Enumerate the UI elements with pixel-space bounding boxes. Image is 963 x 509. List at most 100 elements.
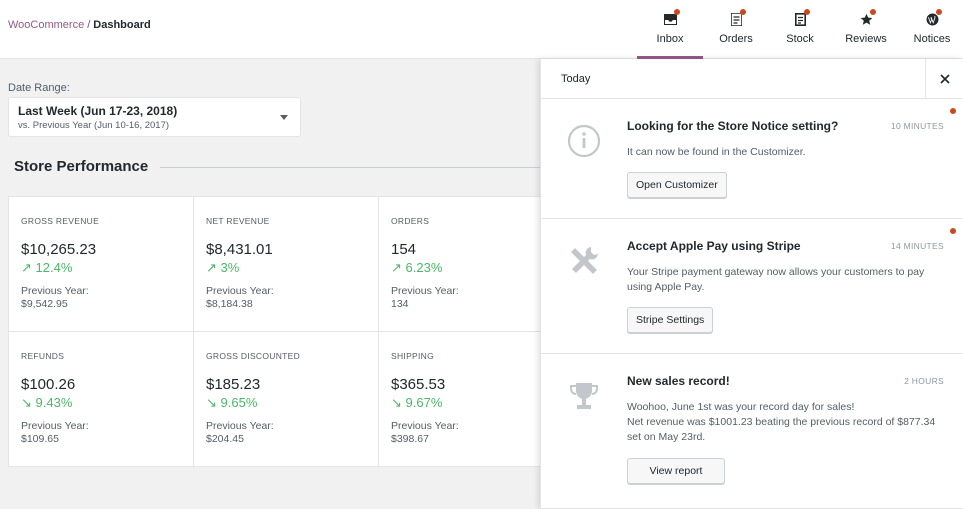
stat-value: $185.23 xyxy=(206,376,261,393)
wordpress-icon xyxy=(924,9,942,27)
activity-card-title: Accept Apple Pay using Stripe xyxy=(627,239,801,253)
stat-label: GROSS REVENUE xyxy=(21,216,100,226)
stat-label: GROSS DISCOUNTED xyxy=(206,351,301,361)
close-panel-button[interactable] xyxy=(925,59,963,99)
trend-down-icon: ↘ xyxy=(21,395,36,410)
stat-shipping[interactable]: SHIPPING $365.53 ↘ 9.67% Previous Year: … xyxy=(379,332,569,467)
stock-unread-badge xyxy=(804,9,810,15)
tab-orders[interactable]: Orders xyxy=(703,0,769,59)
stat-delta: ↗ 6.23% xyxy=(391,260,557,276)
open-customizer-button[interactable]: Open Customizer xyxy=(627,172,727,198)
activity-card-time: 10 MINUTES xyxy=(890,121,944,131)
section-title: Store Performance xyxy=(14,158,149,175)
unread-indicator xyxy=(950,108,956,114)
tab-notices[interactable]: Notices xyxy=(901,0,963,59)
stat-label: SHIPPING xyxy=(391,351,435,361)
breadcrumb-separator: / xyxy=(87,19,91,31)
stat-previous-label: Previous Year: xyxy=(391,420,459,432)
star-icon xyxy=(858,9,876,27)
stat-orders[interactable]: ORDERS 154 ↗ 6.23% Previous Year: 134 xyxy=(379,197,569,332)
trend-up-icon: ↗ xyxy=(391,260,406,275)
activity-panel: Today Looking for the Store Notice setti… xyxy=(540,59,963,509)
stat-previous-value: $8,184.38 xyxy=(206,298,253,310)
reviews-unread-badge xyxy=(870,9,876,15)
date-range-dropdown[interactable]: Last Week (Jun 17-23, 2018) vs. Previous… xyxy=(8,97,301,137)
close-icon xyxy=(939,74,950,84)
stat-previous-label: Previous Year: xyxy=(206,285,274,297)
stat-previous-value: $398.67 xyxy=(391,433,429,445)
stat-refunds[interactable]: REFUNDS $100.26 ↘ 9.43% Previous Year: $… xyxy=(9,332,194,467)
activity-card-sales-record: New sales record! 2 HOURS Woohoo, June 1… xyxy=(541,354,963,509)
stat-value: $8,431.01 xyxy=(206,241,273,258)
tab-notices-label: Notices xyxy=(913,33,951,45)
trophy-icon xyxy=(566,378,602,414)
date-range-comparison: vs. Previous Year (Jun 10-16, 2017) xyxy=(18,120,170,131)
activity-card-time: 2 HOURS xyxy=(904,376,944,386)
stat-delta: ↗ 3% xyxy=(206,260,366,276)
performance-grid: GROSS REVENUE $10,265.23 ↗ 12.4% Previou… xyxy=(8,196,569,467)
stat-previous-label: Previous Year: xyxy=(391,285,459,297)
tab-orders-label: Orders xyxy=(719,33,753,45)
activity-card-apple-pay: Accept Apple Pay using Stripe 14 MINUTES… xyxy=(541,219,963,354)
stat-net-revenue[interactable]: NET REVENUE $8,431.01 ↗ 3% Previous Year… xyxy=(194,197,379,332)
tab-stock-label: Stock xyxy=(786,33,814,45)
stat-delta-value: 12.4% xyxy=(35,260,73,275)
activity-card-body-line: Net revenue was $1001.23 beating the pre… xyxy=(627,416,936,443)
stat-value: $365.53 xyxy=(391,376,446,393)
activity-panel-header: Today xyxy=(541,59,963,99)
stat-previous-label: Previous Year: xyxy=(21,420,89,432)
activity-card-title: New sales record! xyxy=(627,374,730,388)
tab-reviews[interactable]: Reviews xyxy=(831,0,901,59)
activity-card-body-line: Woohoo, June 1st was your record day for… xyxy=(627,401,855,413)
info-icon xyxy=(566,123,602,159)
unread-indicator xyxy=(950,228,956,234)
stat-delta: ↘ 9.65% xyxy=(206,395,366,411)
stat-delta: ↘ 9.43% xyxy=(21,395,181,411)
orders-unread-badge xyxy=(740,9,746,15)
trend-down-icon: ↘ xyxy=(391,395,406,410)
tab-reviews-label: Reviews xyxy=(845,33,887,45)
stat-gross-revenue[interactable]: GROSS REVENUE $10,265.23 ↗ 12.4% Previou… xyxy=(9,197,194,332)
activity-card-store-notice: Looking for the Store Notice setting? 10… xyxy=(541,99,963,219)
tab-stock[interactable]: Stock xyxy=(769,0,831,59)
stripe-settings-button[interactable]: Stripe Settings xyxy=(627,307,714,333)
stat-previous-value: $9,542.95 xyxy=(21,298,68,310)
inbox-icon xyxy=(662,9,680,27)
stat-label: NET REVENUE xyxy=(206,216,270,226)
section-divider xyxy=(160,167,540,168)
stat-gross-discounted[interactable]: GROSS DISCOUNTED $185.23 ↘ 9.65% Previou… xyxy=(194,332,379,467)
activity-card-title: Looking for the Store Notice setting? xyxy=(627,119,839,133)
stat-delta-value: 3% xyxy=(220,260,240,275)
stat-value: $10,265.23 xyxy=(21,241,97,258)
activity-card-body: Woohoo, June 1st was your record day for… xyxy=(627,400,945,445)
stat-delta: ↘ 9.67% xyxy=(391,395,557,411)
view-report-button[interactable]: View report xyxy=(627,458,725,484)
date-range-primary: Last Week (Jun 17-23, 2018) xyxy=(18,104,178,118)
stat-delta-value: 9.67% xyxy=(405,395,443,410)
orders-icon xyxy=(728,9,746,27)
stat-label: REFUNDS xyxy=(21,351,65,361)
activity-card-body: It can now be found in the Customizer. xyxy=(627,146,806,158)
stat-value: 154 xyxy=(391,241,417,258)
stat-previous-value: $204.45 xyxy=(206,433,244,445)
stat-delta: ↗ 12.4% xyxy=(21,260,181,276)
trend-up-icon: ↗ xyxy=(206,260,221,275)
date-range-label: Date Range: xyxy=(8,82,70,94)
trend-down-icon: ↘ xyxy=(206,395,221,410)
activity-panel-title: Today xyxy=(561,73,591,85)
stat-value: $100.26 xyxy=(21,376,76,393)
breadcrumb-current: Dashboard xyxy=(93,19,151,31)
breadcrumb: WooCommerce / Dashboard xyxy=(8,19,151,31)
activity-card-body: Your Stripe payment gateway now allows y… xyxy=(627,266,925,293)
breadcrumb-woocommerce-link[interactable]: WooCommerce xyxy=(8,19,85,31)
stat-delta-value: 9.65% xyxy=(220,395,258,410)
stock-icon xyxy=(792,9,810,27)
tab-inbox[interactable]: Inbox xyxy=(637,0,703,59)
stat-previous-label: Previous Year: xyxy=(21,285,89,297)
header-bar: WooCommerce / Dashboard Inbox Orders Stock xyxy=(0,0,963,59)
notices-unread-badge xyxy=(936,9,942,15)
chevron-down-icon xyxy=(280,115,288,120)
tab-inbox-label: Inbox xyxy=(656,33,684,45)
stat-previous-label: Previous Year: xyxy=(206,420,274,432)
stat-delta-value: 6.23% xyxy=(405,260,443,275)
